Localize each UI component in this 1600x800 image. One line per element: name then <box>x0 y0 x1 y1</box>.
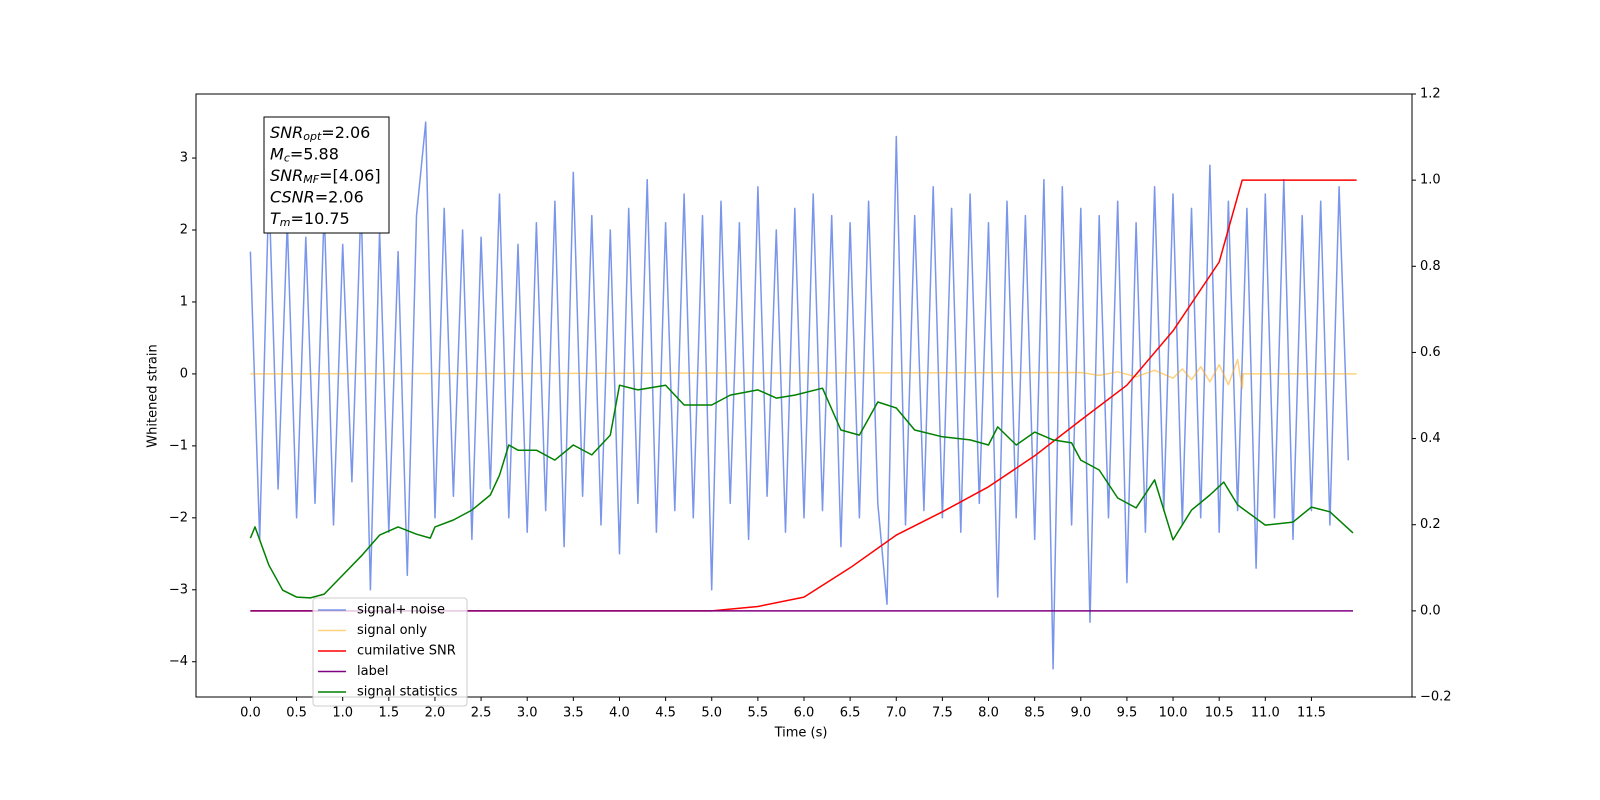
annotation-line: Mc=5.88 <box>270 144 339 165</box>
x-axis-label: Time (s) <box>774 726 828 741</box>
y-tick-label: −4 <box>169 654 188 669</box>
x-tick-label: 2.5 <box>471 706 492 721</box>
x-tick-label: 7.5 <box>932 706 953 721</box>
x-tick-label: 0.5 <box>286 706 307 721</box>
x-tick-label: 9.5 <box>1117 706 1138 721</box>
y-tick-label: 3 <box>180 151 188 166</box>
y2-tick-label: 0.6 <box>1420 345 1441 360</box>
y2-tick-label: −0.2 <box>1420 690 1452 705</box>
annotation-val: =2.06 <box>321 123 370 142</box>
x-tick-label: 10.0 <box>1159 706 1188 721</box>
x-tick-label: 9.0 <box>1070 706 1091 721</box>
annotation-sym: SNR <box>270 123 303 142</box>
x-tick-label: 1.0 <box>332 706 353 721</box>
series-line <box>250 358 1357 390</box>
annotation-line: Tm=10.75 <box>270 209 350 230</box>
legend-label: signal statistics <box>357 685 458 700</box>
y-tick-label: −3 <box>169 582 188 597</box>
legend-label: signal+ noise <box>357 603 445 618</box>
legend <box>312 597 468 707</box>
annotation-val: =5.88 <box>290 144 339 163</box>
x-tick-label: 5.5 <box>748 706 769 721</box>
x-tick-label: 6.0 <box>794 706 815 721</box>
series-line <box>249 121 1350 670</box>
y2-tick-label: 0.4 <box>1420 431 1441 446</box>
y-tick-label: 1 <box>180 294 188 309</box>
annotation-sub: MF <box>303 173 319 186</box>
x-tick-label: 8.0 <box>978 706 999 721</box>
x-tick-label: 5.0 <box>701 706 722 721</box>
x-tick-label: 0.0 <box>240 706 261 721</box>
x-tick-label: 4.5 <box>655 706 676 721</box>
x-tick-label: 7.0 <box>886 706 907 721</box>
annotation-sub: c <box>284 152 290 165</box>
legend-label: label <box>357 664 388 679</box>
x-tick-label: 6.5 <box>840 706 861 721</box>
x-tick-label: 3.5 <box>563 706 584 721</box>
x-tick-label: 8.5 <box>1024 706 1045 721</box>
annotation-sub: opt <box>303 130 322 143</box>
x-tick-label: 11.5 <box>1297 706 1326 721</box>
y-tick-label: 0 <box>180 366 188 381</box>
x-tick-label: 11.0 <box>1251 706 1280 721</box>
x-tick-label: 1.5 <box>378 706 399 721</box>
series-line <box>249 384 1354 599</box>
y2-tick-label: 1.2 <box>1420 87 1441 102</box>
x-tick-label: 3.0 <box>517 706 538 721</box>
x-tick-label: 2.0 <box>425 706 446 721</box>
y-tick-label: −2 <box>169 510 188 525</box>
annotation-sym: T <box>270 209 281 228</box>
annotation-val: =[4.06] <box>319 166 381 185</box>
y2-tick-label: 0.2 <box>1420 517 1441 532</box>
annotation-sym: CSNR <box>270 187 315 206</box>
y2-tick-label: 0.0 <box>1420 603 1441 618</box>
plot-area <box>249 121 1357 670</box>
annotation-line: SNRMF=[4.06] <box>270 166 381 187</box>
annotation-sym: SNR <box>270 166 303 185</box>
y-tick-label: 2 <box>180 222 188 237</box>
series-line <box>250 179 1357 612</box>
annotation-box <box>263 116 390 234</box>
legend-label: signal only <box>357 623 427 638</box>
x-tick-label: 4.0 <box>609 706 630 721</box>
annotation-sym: M <box>270 144 284 163</box>
annotation-val: =10.75 <box>291 209 350 228</box>
x-tick-label: 10.5 <box>1205 706 1234 721</box>
y-tick-label: −1 <box>169 438 188 453</box>
y2-tick-label: 0.8 <box>1420 259 1441 274</box>
y2-tick-label: 1.0 <box>1420 173 1441 188</box>
annotation-val: =2.06 <box>315 187 364 206</box>
annotation-line: SNRopt=2.06 <box>270 123 370 144</box>
annotation-sub: m <box>280 216 291 229</box>
y-axis-label: Whitened strain <box>146 344 161 447</box>
annotation-line: CSNR=2.06 <box>270 187 364 206</box>
legend-label: cumilative SNR <box>357 644 456 659</box>
